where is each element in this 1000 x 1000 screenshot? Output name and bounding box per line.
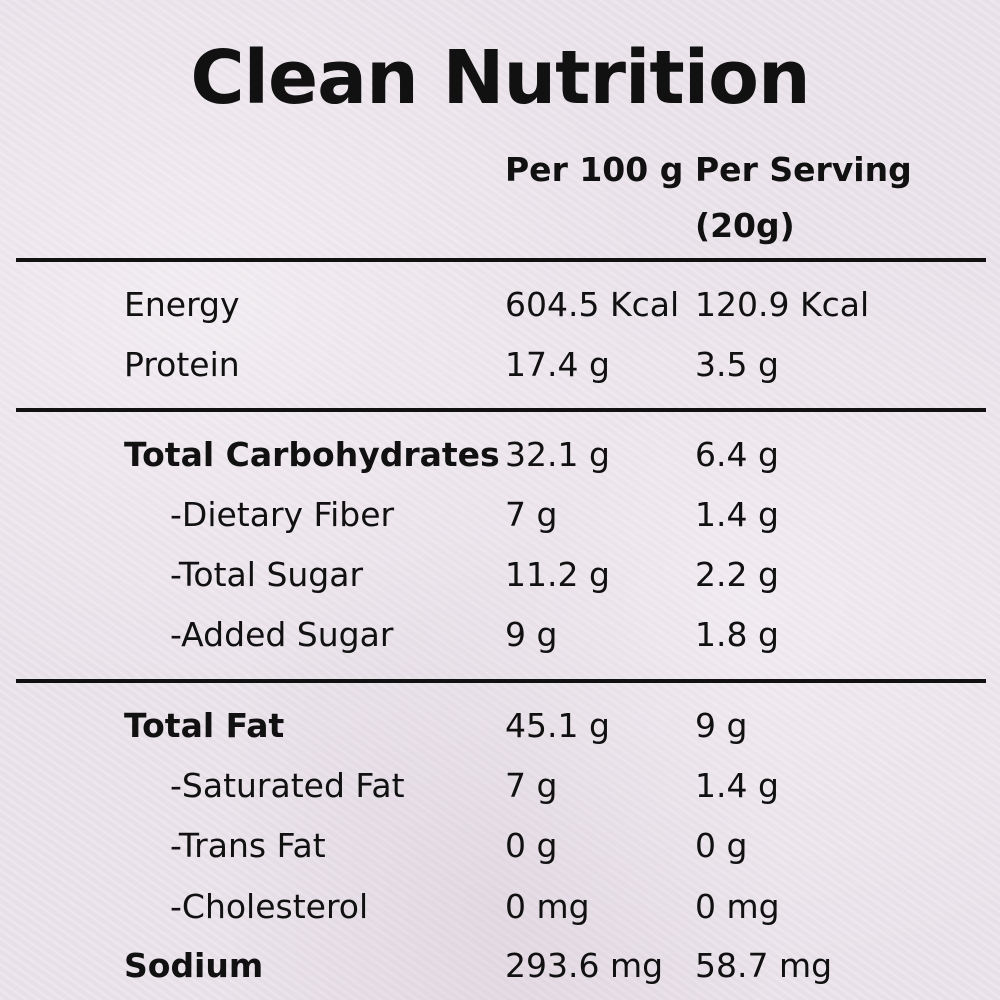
- row-label: -Cholesterol: [170, 887, 369, 926]
- row-trans-fat: -Trans Fat 0 g 0 g: [0, 816, 1000, 876]
- value-per-serving: 0 mg: [695, 887, 780, 926]
- row-sodium: Sodium 293.6 mg 58.7 mg: [0, 936, 1000, 996]
- row-total-carbohydrates: Total Carbohydrates 32.1 g 6.4 g: [0, 425, 1000, 485]
- row-label: -Added Sugar: [170, 615, 394, 654]
- value-per-serving: 3.5 g: [695, 345, 779, 384]
- row-total-sugar: -Total Sugar 11.2 g 2.2 g: [0, 545, 1000, 605]
- value-per-serving: 1.4 g: [695, 766, 779, 805]
- value-per-serving: 1.8 g: [695, 615, 779, 654]
- page-title: Clean Nutrition: [190, 35, 810, 121]
- row-label: -Dietary Fiber: [170, 495, 395, 534]
- row-saturated-fat: -Saturated Fat 7 g 1.4 g: [0, 756, 1000, 816]
- row-label: Protein: [124, 345, 240, 384]
- row-cholesterol: -Cholesterol 0 mg 0 mg: [0, 877, 1000, 937]
- row-total-fat: Total Fat 45.1 g 9 g: [0, 696, 1000, 756]
- row-label: Energy: [124, 285, 240, 324]
- value-per-100g: 7 g: [505, 495, 558, 534]
- value-per-100g: 604.5 Kcal: [505, 285, 680, 324]
- row-energy: Energy 604.5 Kcal 120.9 Kcal: [0, 275, 1000, 335]
- value-per-100g: 45.1 g: [505, 706, 610, 745]
- row-dietary-fiber: -Dietary Fiber 7 g 1.4 g: [0, 485, 1000, 545]
- value-per-100g: 17.4 g: [505, 345, 610, 384]
- value-per-serving: 120.9 Kcal: [695, 285, 870, 324]
- row-label: Sodium: [124, 946, 264, 985]
- value-per-100g: 32.1 g: [505, 435, 610, 474]
- column-header-per-100g: Per 100 g: [505, 150, 684, 189]
- row-label: -Saturated Fat: [170, 766, 405, 805]
- row-added-sugar: -Added Sugar 9 g 1.8 g: [0, 605, 1000, 665]
- value-per-serving: 2.2 g: [695, 555, 779, 594]
- value-per-100g: 11.2 g: [505, 555, 610, 594]
- row-label: Total Fat: [124, 706, 285, 745]
- row-label: -Total Sugar: [170, 555, 364, 594]
- value-per-100g: 0 mg: [505, 887, 590, 926]
- value-per-100g: 9 g: [505, 615, 558, 654]
- divider-protein-carbs: [16, 408, 986, 412]
- value-per-serving: 9 g: [695, 706, 748, 745]
- value-per-100g: 0 g: [505, 826, 558, 865]
- value-per-serving: 6.4 g: [695, 435, 779, 474]
- column-header-per-serving: Per Serving (20g): [695, 150, 912, 245]
- row-protein: Protein 17.4 g 3.5 g: [0, 335, 1000, 395]
- divider-carbs-fat: [16, 679, 986, 683]
- divider-top: [16, 258, 986, 262]
- value-per-serving: 58.7 mg: [695, 946, 833, 985]
- row-label: -Trans Fat: [170, 826, 326, 865]
- value-per-serving: 0 g: [695, 826, 748, 865]
- value-per-serving: 1.4 g: [695, 495, 779, 534]
- row-label: Total Carbohydrates: [124, 435, 500, 474]
- value-per-100g: 293.6 mg: [505, 946, 664, 985]
- value-per-100g: 7 g: [505, 766, 558, 805]
